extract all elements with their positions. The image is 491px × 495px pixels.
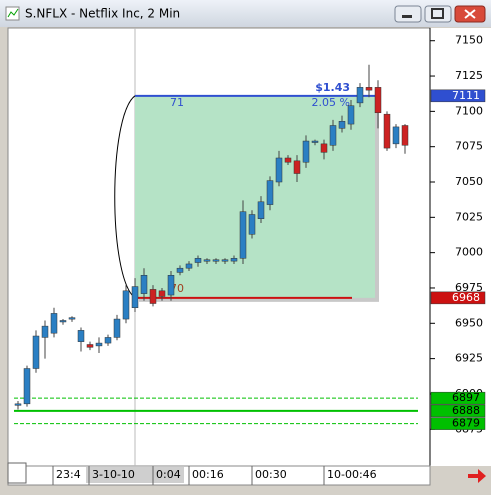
price-tag [430,291,486,305]
candle-body [338,121,346,129]
candle-body [185,263,193,269]
candle-body [320,143,328,153]
candle-body [257,201,265,219]
window-title: S.NFLX - Netflix Inc, 2 Min [25,7,180,21]
y-tick-label: 7025 [455,210,483,223]
candle-body [401,125,409,146]
candle-body [329,125,337,146]
candle-body [14,403,22,406]
measure-percent: 2.05 % [312,96,350,109]
candle-body [158,290,166,297]
candle-body [311,140,319,143]
candle-body [374,87,382,114]
x-tick-label: 3-10-10 [92,468,135,481]
time-highlight [86,467,184,483]
candle-body [23,368,31,405]
candle-body [212,259,220,262]
y-tick-label: 6950 [455,316,483,329]
candle-body [392,126,400,145]
x-tick-label: 00:16 [192,468,224,481]
candle-body [293,160,301,174]
measure-top-label: 71 [170,96,184,109]
price-tag-label: 6897 [452,391,480,404]
x-tick-label: 00:30 [255,468,287,481]
price-tag [430,404,486,418]
price-tag [430,89,486,103]
candle-body [248,214,256,235]
candle-body [104,337,112,344]
corner-box [7,462,27,484]
candle-body [113,318,121,338]
app-icon-glyph [7,8,19,18]
price-tag-label: 6879 [452,417,480,430]
candle-body [239,211,247,259]
y-tick-label: 7000 [455,246,483,259]
minimize-glyph [402,15,412,18]
candle-body [266,180,274,205]
candle-body [86,344,94,348]
candle-body [203,259,211,262]
y-tick-label: 6975 [455,281,483,294]
scroll-arrow[interactable] [468,469,486,483]
candle-body [68,317,76,320]
candle-body [59,320,67,323]
y-tick-label: 7050 [455,175,483,188]
candle-body [383,113,391,149]
candle-body [356,87,364,104]
x-tick-label: 23:4 [56,468,81,481]
minimize-button[interactable] [394,5,422,23]
y-tick-label: 7075 [455,140,483,153]
candle-body [230,258,238,262]
candle-body [95,342,103,347]
candle-body [140,275,148,294]
candle-body [41,325,49,338]
candle-body [131,286,139,309]
close-glyph [464,9,476,19]
candle-body [32,335,40,369]
price-tag [430,391,486,405]
candle-body [77,330,85,342]
price-tag-label: 6888 [452,404,480,417]
measure-arc [114,95,136,299]
plot: 7150 7125 7100 7075 7050 7025 7000 6975 6950 6925… [14,34,486,485]
y-tick-label: 7150 [455,34,483,47]
candle-body [347,105,355,125]
price-tag [430,417,486,430]
y-tick-label: 7100 [455,104,483,117]
y-tick-label: 6925 [455,352,483,365]
candle-body [176,267,184,273]
candle-body [365,87,373,91]
maximize-glyph [431,8,444,19]
candle-body [194,258,202,263]
candle-body [167,275,175,296]
candle-body [122,290,130,320]
candle-body [302,140,310,163]
x-tick-label: 10-00:46 [327,468,377,481]
x-tick-label: 0:04 [156,468,181,481]
candle-body [50,313,58,334]
y-tick-label: 7125 [455,69,483,82]
candle-body [149,289,157,304]
candle-body [221,259,229,262]
measure-change: $1.43 [315,81,350,94]
candle-body [275,157,283,183]
candle-body [284,157,292,163]
price-tag-label: 6968 [452,291,480,304]
price-tag-label: 7111 [452,89,480,102]
